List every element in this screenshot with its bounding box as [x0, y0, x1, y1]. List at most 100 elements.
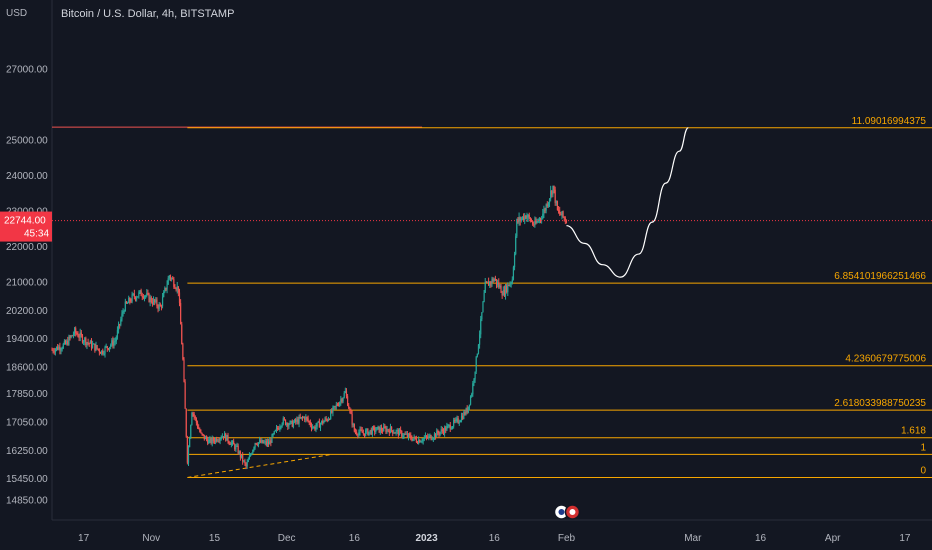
candle-body [494, 278, 496, 280]
candle-body [253, 447, 255, 450]
candle-body [450, 428, 452, 430]
candle-body [243, 460, 245, 462]
candle-body [278, 428, 280, 430]
candle-body [107, 348, 110, 350]
y-tick-label: 24000.00 [6, 171, 48, 182]
candle-body [449, 424, 451, 430]
candle-body [58, 346, 60, 350]
candle-body [516, 219, 518, 237]
x-tick-label: 17 [78, 533, 90, 544]
candle-body [354, 431, 357, 433]
candle-body [271, 434, 273, 443]
candle-body [465, 408, 467, 415]
candle-body [483, 292, 485, 302]
trend-line [187, 453, 332, 478]
candle-body [541, 218, 543, 220]
candle-body [332, 407, 334, 413]
candle-body [346, 396, 349, 406]
candle-body [96, 345, 98, 349]
candle-body [537, 220, 539, 222]
candle-body [290, 420, 292, 422]
candle-body [468, 404, 471, 407]
candle-body [93, 343, 95, 345]
candle-body [385, 427, 387, 433]
candle-body [527, 214, 529, 218]
candle-body [360, 429, 362, 431]
candle-body [156, 299, 158, 306]
candle-body [299, 416, 301, 419]
candle-body [316, 422, 318, 427]
candle-body [195, 418, 198, 423]
candle-body [53, 351, 55, 353]
candle-body [471, 394, 473, 397]
candle-body [172, 278, 174, 280]
candle-body [260, 440, 262, 443]
candle-body [427, 436, 429, 438]
candle-body [321, 420, 323, 424]
candle-body [565, 221, 568, 223]
fib-level-label: 0 [920, 465, 926, 476]
candle-body [350, 410, 352, 414]
candle-body [362, 432, 364, 434]
candle-body [66, 340, 68, 345]
y-tick-label: 18600.00 [6, 363, 48, 374]
x-tick-label: Dec [278, 533, 296, 544]
candle-body [388, 430, 390, 434]
candle-body [119, 324, 121, 326]
candle-body [308, 421, 310, 423]
candle-body [412, 438, 414, 441]
candle-body [202, 434, 204, 436]
candle-body [61, 348, 63, 350]
candle-body [432, 438, 434, 440]
candle-body [88, 343, 90, 345]
candle-body [142, 296, 144, 299]
candle-body [375, 430, 377, 432]
candle-body [281, 423, 283, 427]
candle-body [530, 221, 533, 223]
candle-body [489, 281, 491, 286]
candle-body [322, 420, 324, 424]
candle-body [150, 297, 152, 303]
candle-body [136, 297, 138, 300]
x-tick-label: Nov [142, 533, 160, 544]
candle-body [513, 254, 516, 268]
candle-body [288, 424, 290, 427]
candle-body [99, 352, 102, 354]
candle-body [125, 301, 128, 304]
candle-body [359, 429, 361, 433]
candle-body [314, 426, 316, 430]
candle-body [262, 439, 264, 444]
candle-body [105, 346, 107, 348]
candle-body [436, 430, 438, 437]
candle-body [492, 278, 494, 282]
x-tick-label: 16 [489, 533, 501, 544]
x-tick-label: 17 [899, 533, 911, 544]
candle-body [270, 440, 272, 443]
candle-body [456, 418, 458, 420]
candle-body [508, 284, 510, 286]
candle-body [306, 416, 308, 419]
candle-body [481, 312, 483, 320]
candle-body [134, 296, 137, 300]
candle-body [169, 275, 172, 279]
candle-body [502, 289, 504, 296]
candle-body [245, 463, 247, 467]
candle-body [389, 426, 392, 434]
candle-body [266, 441, 269, 445]
candle-body [337, 405, 340, 407]
candle-body [221, 436, 223, 438]
candle-body [490, 281, 492, 284]
candle-body [116, 330, 119, 338]
candle-body [246, 462, 248, 467]
candle-body [122, 311, 124, 314]
candle-body [280, 426, 282, 428]
candle-body [313, 426, 315, 428]
candle-body [275, 427, 278, 431]
candle-body [425, 435, 428, 437]
y-tick-label: 22000.00 [6, 242, 48, 253]
candle-body [474, 371, 476, 380]
candle-body [469, 396, 472, 405]
candle-body [163, 292, 165, 298]
candle-body [216, 438, 218, 442]
